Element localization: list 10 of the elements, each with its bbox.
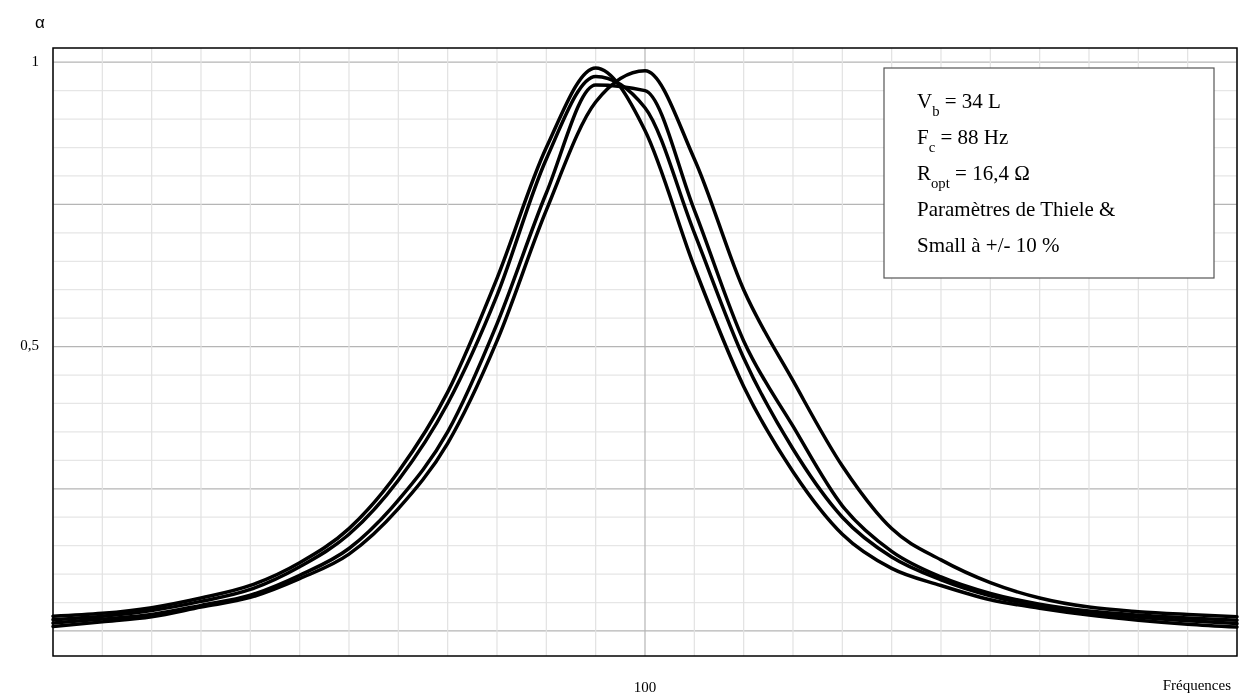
y-axis-title: α — [35, 13, 45, 32]
y-tick-label: 1 — [31, 52, 39, 69]
annotation: R$_{opt}$ = 16,4 Ω — [917, 161, 1030, 191]
x-axis-title: Fréquences — [1162, 677, 1232, 693]
annotation: Paramètres de Thiele & — [917, 197, 1116, 221]
annotation: F$_{c}$ = 88 Hz — [917, 125, 1009, 155]
y-tick-label: 0,5 — [20, 337, 39, 354]
annotation: V$_{b}$ = 34 L — [917, 89, 1001, 119]
annotation: Small à +/- 10 % — [917, 233, 1060, 257]
x-tick-label: 100 — [633, 679, 657, 695]
